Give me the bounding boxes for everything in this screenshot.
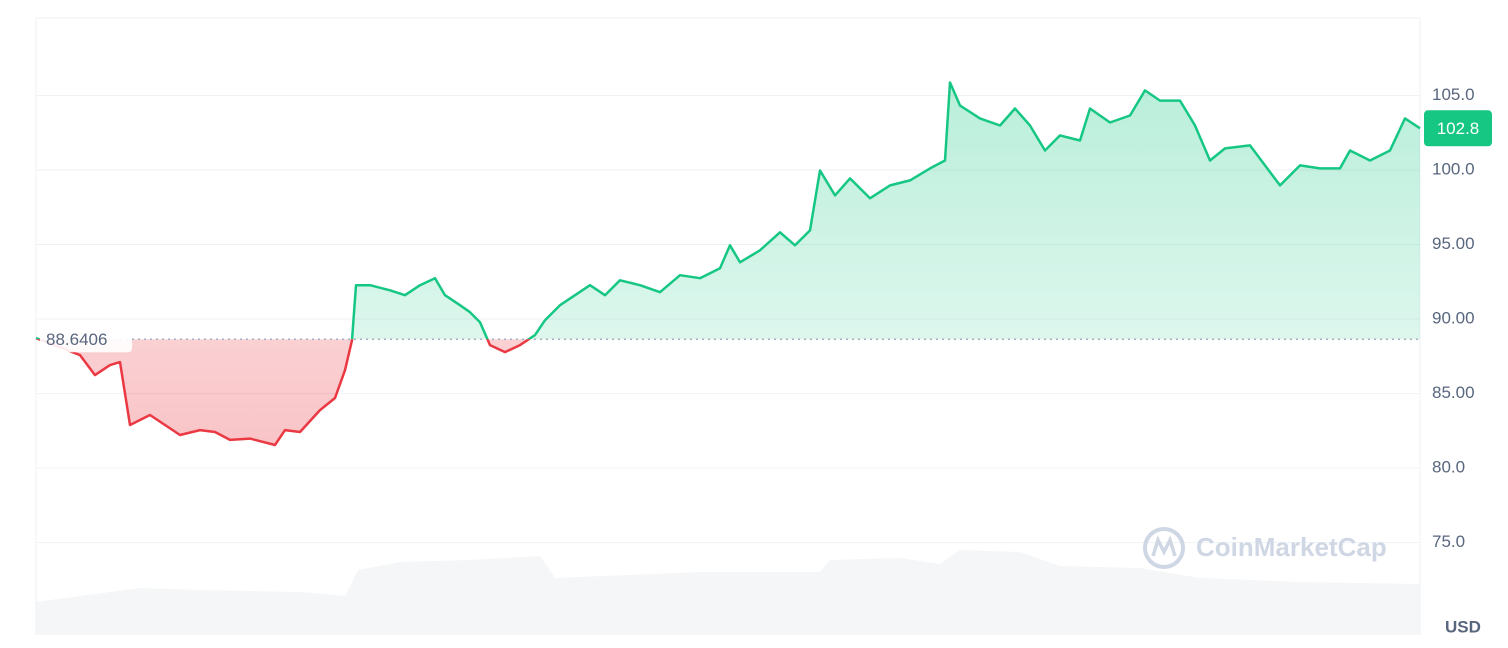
price-line-up <box>35 81 1421 340</box>
volume-area <box>36 550 1420 635</box>
baseline-label-bg <box>40 326 132 353</box>
y-tick-label: 105.0 <box>1432 85 1475 104</box>
y-tick-label: 80.0 <box>1432 458 1465 477</box>
y-tick-label: 100.0 <box>1432 159 1475 178</box>
price-line-down <box>35 339 531 447</box>
y-tick-label: 90.00 <box>1432 309 1475 328</box>
watermark-group: CoinMarketCap <box>1143 527 1387 569</box>
y-tick-label: 75.0 <box>1432 532 1465 551</box>
currency-label: USD <box>1445 617 1481 636</box>
area-up <box>36 82 1420 340</box>
area-down <box>36 339 1420 445</box>
watermark-logo <box>1143 527 1185 569</box>
y-tick-label: 85.00 <box>1432 383 1475 402</box>
last-price-badge <box>1424 110 1492 147</box>
y-tick-label: 95.00 <box>1432 234 1475 253</box>
watermark-text: CoinMarketCap <box>1196 532 1387 562</box>
baseline-label: 88.6406 <box>46 330 107 349</box>
last-price-label: 102.8 <box>1437 119 1480 138</box>
watermark-logo-mark <box>1151 535 1177 557</box>
